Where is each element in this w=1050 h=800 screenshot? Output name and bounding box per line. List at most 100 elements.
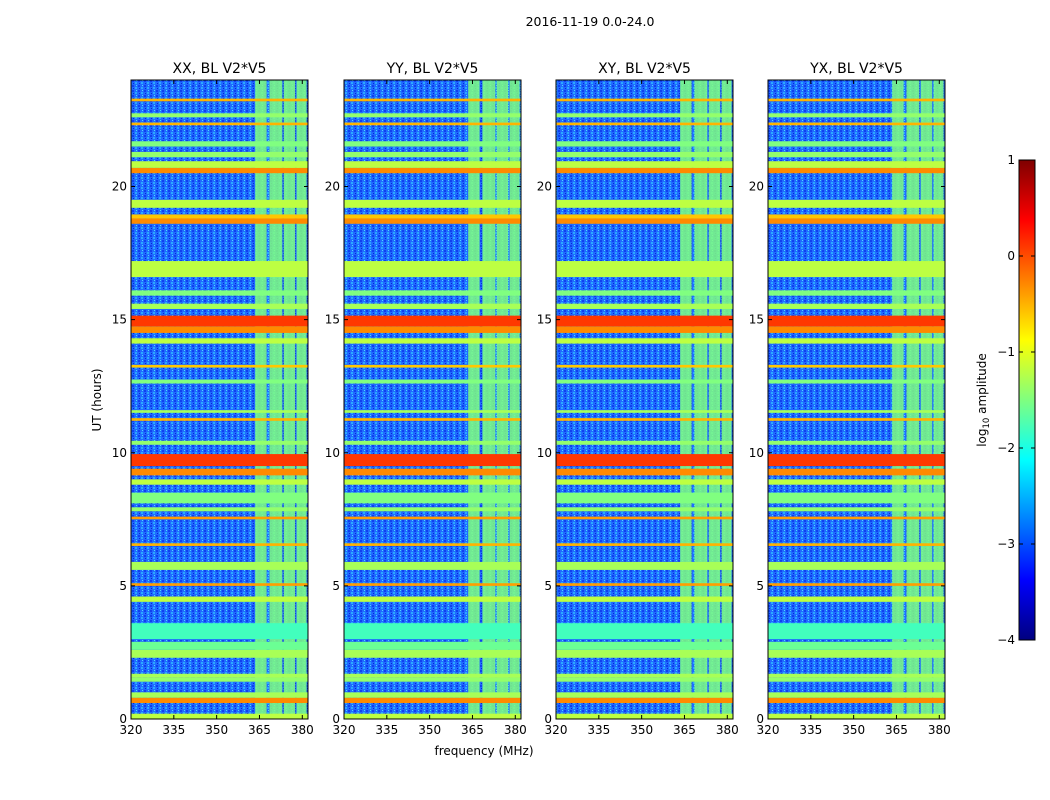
panel-frame [555,79,734,720]
x-tick-label: 320 [545,723,568,737]
time-band [131,492,308,504]
time-band [556,454,733,467]
time-band [344,561,521,570]
y-tick-label: 20 [749,180,764,194]
time-band [131,596,308,602]
time-band [344,261,521,278]
time-band [344,315,521,327]
time-band [768,623,945,640]
rfi-band [680,80,692,719]
panel-plot-area [131,80,308,719]
figure-suptitle: 2016-11-19 0.0-24.0 [526,14,655,29]
y-tick-label: 0 [119,712,127,726]
time-band [768,122,945,126]
time-band [768,161,945,168]
x-tick-label: 365 [885,723,908,737]
time-band [344,199,521,208]
time-band [344,113,521,118]
x-tick-label: 335 [162,723,185,737]
time-band [344,410,521,413]
x-tick-label: 365 [248,723,271,737]
time-band [768,167,945,174]
time-band [344,379,521,384]
rfi-band [296,80,307,719]
time-band [556,583,733,586]
time-band [131,507,308,512]
y-tick-label: 5 [119,579,127,593]
y-tick-label: 0 [756,712,764,726]
time-band [131,379,308,384]
time-band [556,199,733,208]
time-band [556,561,733,570]
y-tick-label: 15 [749,313,764,327]
time-band [131,623,308,640]
time-band [768,649,945,658]
time-band [344,338,521,344]
time-band [131,468,308,476]
time-band [131,98,308,102]
time-band [556,113,733,118]
time-band [768,697,945,704]
time-band [556,507,733,512]
time-band [556,543,733,546]
y-tick-label: 20 [112,180,127,194]
time-band [344,290,521,296]
rfi-band [892,80,904,719]
panel-1: XX, BL V2*V5 320 335 350 365 380 0 5 10 15 20 [112,61,314,737]
x-tick-label: 320 [120,723,143,737]
time-band [768,492,945,504]
time-band [131,410,308,413]
panel-3: XY, BL V2*V5 320 335 350 365 380 0 5 10 15 20 [537,61,739,737]
time-band [131,364,308,368]
time-band [344,167,521,174]
time-band [131,677,308,682]
x-tick-label: 380 [928,723,951,737]
time-band [131,113,308,118]
time-band [131,199,308,208]
x-tick-label: 380 [291,723,314,737]
rfi-band [906,80,920,719]
time-band [556,649,733,658]
y-tick-label: 10 [537,446,552,460]
time-band [768,641,945,650]
y-tick-label: 0 [544,712,552,726]
time-band [768,713,945,719]
x-tick-label: 380 [716,723,739,737]
time-band [768,583,945,586]
time-band [768,303,945,309]
time-band [131,641,308,650]
time-band [768,218,945,224]
y-tick-label: 15 [537,313,552,327]
time-band [768,479,945,485]
colorbar-label-rest: amplitude [975,353,989,417]
time-band [768,113,945,118]
x-tick-label: 320 [757,723,780,737]
panel-4: YX, BL V2*V5 320 335 350 365 380 0 5 10 15 20 [749,61,951,737]
rfi-band [283,80,296,719]
time-band [556,326,733,333]
rfi-band [496,80,509,719]
panel-title: XX, BL V2*V5 [173,61,267,77]
time-band [556,122,733,126]
time-band [344,161,521,168]
time-band [768,418,945,421]
time-band [344,543,521,546]
time-band [556,364,733,368]
time-band [131,161,308,168]
time-band [344,492,521,504]
time-band [344,596,521,602]
y-tick-label: 10 [749,446,764,460]
time-band [768,379,945,384]
time-band [556,596,733,602]
time-band [556,379,733,384]
time-band [768,692,945,698]
time-band [556,492,733,504]
time-band [768,677,945,682]
x-tick-label: 350 [842,723,865,737]
colorbar-label-sub: 10 [982,418,992,429]
time-band [344,122,521,126]
x-tick-label: 350 [418,723,441,737]
panel-2: YY, BL V2*V5 320 335 350 365 380 0 5 10 15 20 [325,61,527,737]
y-tick-label: 20 [325,180,340,194]
